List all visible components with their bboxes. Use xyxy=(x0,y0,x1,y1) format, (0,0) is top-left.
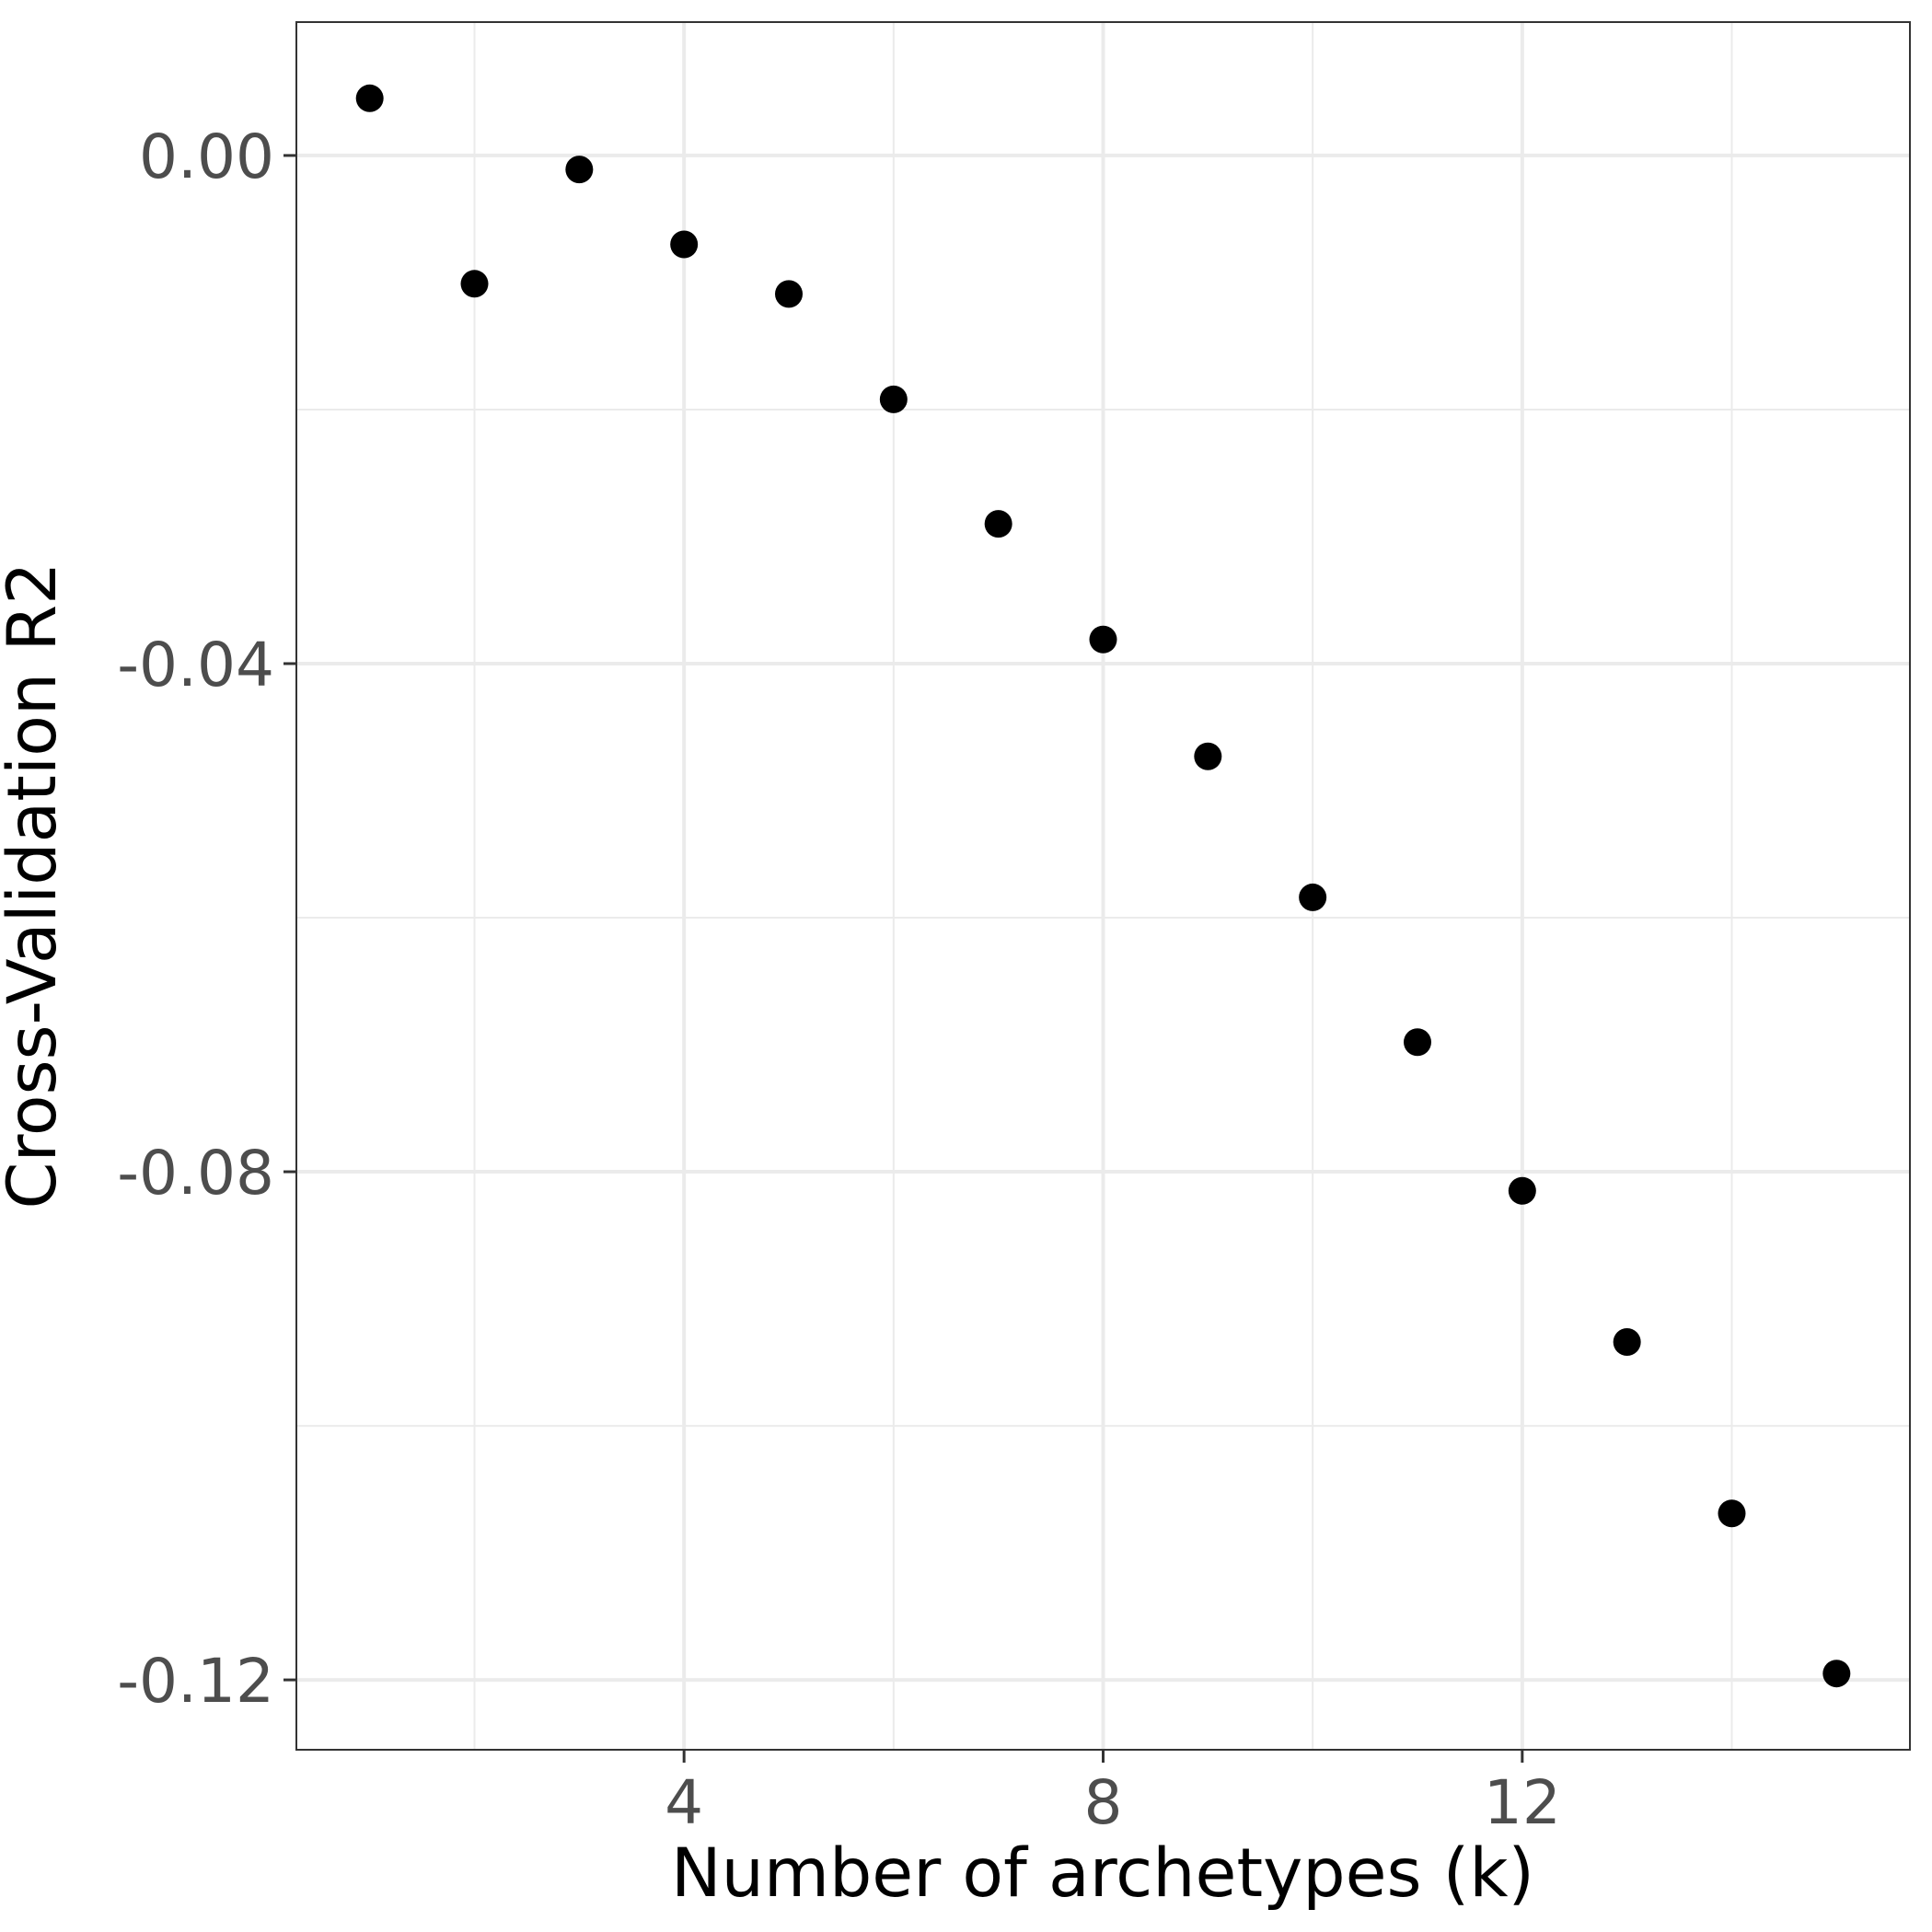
data-point xyxy=(565,156,594,184)
data-point xyxy=(1089,625,1117,654)
data-points xyxy=(355,84,1851,1688)
y-tick-label: -0.12 xyxy=(117,1646,274,1717)
data-point xyxy=(775,280,804,308)
data-point xyxy=(1613,1327,1641,1356)
x-axis: 4 8 12 xyxy=(665,1750,1561,1838)
y-tick-label: 0.00 xyxy=(139,121,274,192)
data-point xyxy=(1194,742,1222,770)
data-point xyxy=(355,84,384,112)
data-point xyxy=(1403,1028,1431,1057)
y-tick-label: -0.04 xyxy=(117,630,274,700)
x-tick-label: 4 xyxy=(665,1767,703,1838)
data-point xyxy=(1822,1660,1851,1688)
y-tick-label: -0.08 xyxy=(117,1138,274,1209)
plot-panel xyxy=(295,21,1911,1751)
data-point xyxy=(1718,1499,1746,1528)
y-axis-title: Cross-Validation R2 xyxy=(0,561,72,1209)
major-gridlines xyxy=(296,22,1910,1750)
x-axis-title: Number of archetypes (k) xyxy=(671,1834,1534,1913)
x-tick-label: 8 xyxy=(1084,1767,1123,1838)
data-point xyxy=(879,385,908,413)
data-point xyxy=(670,230,699,259)
data-point xyxy=(460,270,489,298)
y-axis: 0.00 -0.04 -0.08 -0.12 xyxy=(117,121,296,1717)
data-point xyxy=(984,510,1012,538)
data-point xyxy=(1299,883,1327,911)
data-point xyxy=(1508,1176,1536,1205)
x-tick-label: 12 xyxy=(1484,1767,1561,1838)
